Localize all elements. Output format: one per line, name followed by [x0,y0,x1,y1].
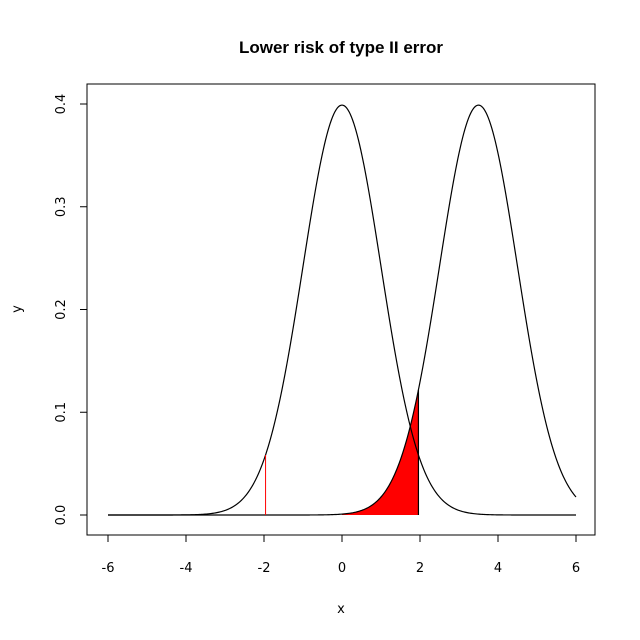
x-tick-label: -6 [102,561,115,576]
y-tick-label: 0.2 [54,299,69,320]
y-tick-label: 0.0 [54,505,69,526]
series-line-1 [108,104,576,516]
x-tick-label: 4 [494,561,502,576]
x-tick-label: 6 [572,561,580,576]
chart-title: Lower risk of type II error [239,38,443,57]
y-tick-label: 0.1 [54,402,69,423]
shaded-area [342,389,419,515]
y-axis-label: y [10,305,25,313]
y-axis: 0.0 0.1 0.2 0.3 0.4 [54,94,88,526]
y-tick-label: 0.3 [54,196,69,217]
x-tick-label: -2 [258,561,271,576]
x-axis: -6 -4 -2 0 2 4 6 [102,534,580,576]
series-line-2 [108,104,577,516]
x-tick-label: -4 [180,561,193,576]
plot-box [86,83,596,536]
x-axis-label: x [337,602,345,617]
x-tick-label: 2 [416,561,424,576]
x-tick-label: 0 [338,561,346,576]
y-tick-label: 0.4 [54,94,69,115]
shaded-region-layer [342,389,420,515]
curve-layer [108,104,577,516]
